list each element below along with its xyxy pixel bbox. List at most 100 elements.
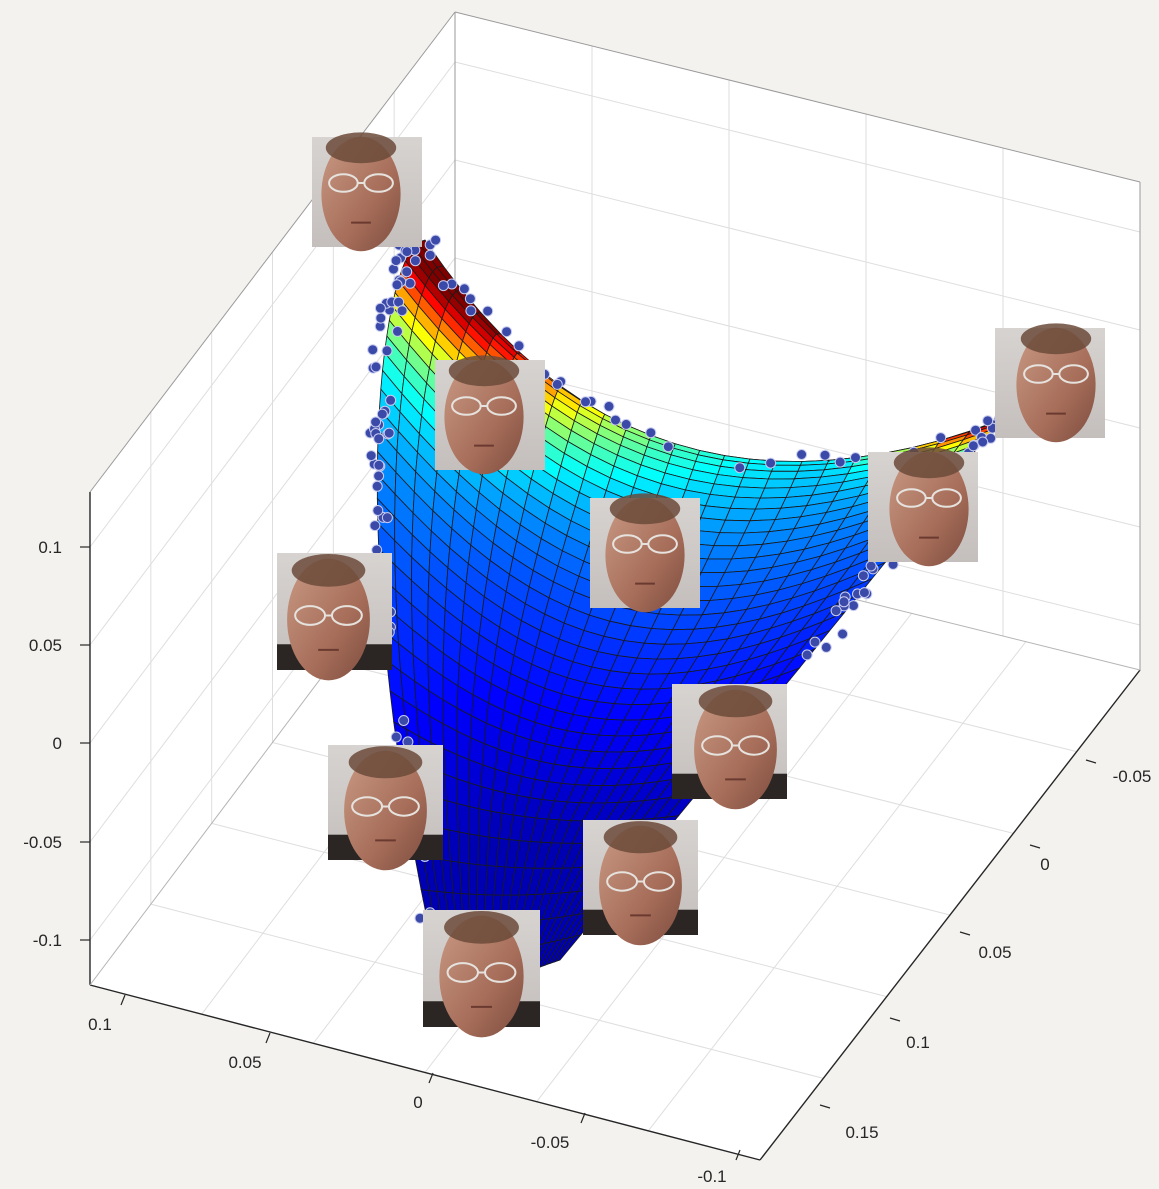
- sample-point: [437, 280, 449, 292]
- surface-patch: [456, 803, 469, 835]
- surface-patch: [754, 497, 787, 510]
- sample-point: [370, 361, 382, 373]
- sample-point: [391, 279, 403, 291]
- sample-point: [977, 436, 989, 448]
- sample-point: [610, 414, 621, 426]
- sample-point: [830, 605, 842, 617]
- sample-point: [458, 283, 470, 295]
- surface-patch: [724, 507, 757, 522]
- sample-point: [465, 305, 477, 317]
- sample-point: [409, 255, 421, 267]
- surface-patch: [467, 782, 482, 810]
- sample-point: [982, 415, 994, 427]
- z-tick-label: 0.05: [29, 636, 62, 655]
- face-thumbnail-profile-right: [995, 323, 1105, 443]
- face-thumbnail-down-center: [423, 910, 540, 1038]
- z-tick-label: -0.1: [33, 931, 62, 950]
- z-tick-label: 0: [53, 734, 62, 753]
- sample-point: [819, 449, 831, 461]
- sample-point: [848, 600, 859, 612]
- face-thumbnail-down-slight: [583, 820, 698, 946]
- sample-point: [501, 326, 513, 338]
- x-tick-mark: [120, 994, 126, 1006]
- sample-point: [373, 433, 385, 445]
- sample-point: [850, 452, 861, 464]
- y-tick-label: 0: [1040, 855, 1049, 874]
- sample-point: [935, 432, 947, 444]
- sample-point: [796, 449, 808, 460]
- sample-point: [734, 462, 746, 474]
- y-tick-label: 0.15: [845, 1123, 878, 1142]
- x-tick-mark: [580, 1112, 586, 1124]
- face-thumbnail-slight-right: [868, 447, 978, 567]
- sample-point: [373, 470, 385, 482]
- x-tick-label: 0: [413, 1093, 422, 1112]
- y-tick-mark: [959, 931, 971, 936]
- sample-point: [381, 512, 393, 524]
- sample-point: [838, 596, 850, 608]
- surface-patch: [759, 487, 792, 499]
- sample-point: [464, 293, 476, 305]
- sample-point: [369, 520, 381, 532]
- sample-point: [390, 731, 402, 743]
- y-tick-mark: [1085, 759, 1097, 764]
- x-tick-label: 0.05: [228, 1053, 261, 1072]
- sample-point: [801, 649, 813, 661]
- sample-point: [375, 312, 387, 324]
- surface-patch: [767, 470, 799, 480]
- surface-patch: [719, 519, 751, 534]
- sample-point: [374, 302, 386, 314]
- sample-point: [404, 277, 416, 289]
- surface-patch: [468, 759, 483, 788]
- sample-point: [370, 416, 382, 428]
- surface-patch: [467, 833, 480, 866]
- sample-point: [551, 378, 563, 390]
- sample-point: [580, 396, 591, 408]
- face-thumbnail-slight-left: [435, 355, 545, 475]
- sample-point: [396, 305, 408, 317]
- sample-point: [430, 234, 442, 246]
- x-tick-label: -0.05: [531, 1133, 570, 1152]
- y-tick-mark: [819, 1104, 831, 1109]
- sample-point: [765, 457, 777, 469]
- sample-point: [645, 427, 657, 439]
- sample-point: [385, 394, 397, 406]
- surface-patch: [457, 831, 470, 865]
- sample-point: [424, 249, 436, 261]
- x-tick-mark: [735, 1149, 741, 1161]
- x-tick-mark: [265, 1032, 271, 1044]
- sample-point: [834, 456, 846, 468]
- y-tick-label: 0.1: [906, 1033, 930, 1052]
- sample-point: [365, 450, 377, 462]
- surface-patch: [456, 778, 470, 807]
- sample-point: [373, 459, 385, 471]
- sample-point: [857, 570, 869, 582]
- y-tick-mark: [889, 1017, 901, 1022]
- sample-point: [392, 325, 403, 337]
- sample-point: [376, 408, 388, 420]
- surface-patch: [738, 477, 769, 489]
- y-tick-label: 0.05: [978, 943, 1011, 962]
- sample-point: [970, 424, 982, 436]
- x-tick-mark: [428, 1072, 434, 1084]
- surface-patch: [445, 800, 459, 833]
- face-thumbnail-down-right: [672, 684, 787, 810]
- z-tick-label: -0.05: [23, 833, 62, 852]
- sample-point: [381, 345, 393, 357]
- sample-point: [837, 628, 849, 640]
- sample-point: [401, 266, 413, 278]
- sample-point: [858, 587, 870, 599]
- surface-patch: [467, 805, 480, 836]
- sample-point: [513, 340, 525, 352]
- surface-patch: [734, 486, 766, 499]
- face-thumbnail-down-left: [277, 553, 392, 681]
- tick-labels: 0.1 0.05 0 -0.05 -0.1 0.1 0.05 0 -0.05 -0.1 -0.05 0…: [23, 538, 1151, 1186]
- sample-point: [662, 441, 674, 453]
- surface-patch: [447, 829, 461, 863]
- sample-point: [865, 560, 877, 572]
- sample-point: [482, 305, 494, 317]
- surface-patch: [459, 861, 470, 895]
- sample-point: [401, 246, 413, 258]
- face-thumbnail-frontal: [590, 493, 700, 613]
